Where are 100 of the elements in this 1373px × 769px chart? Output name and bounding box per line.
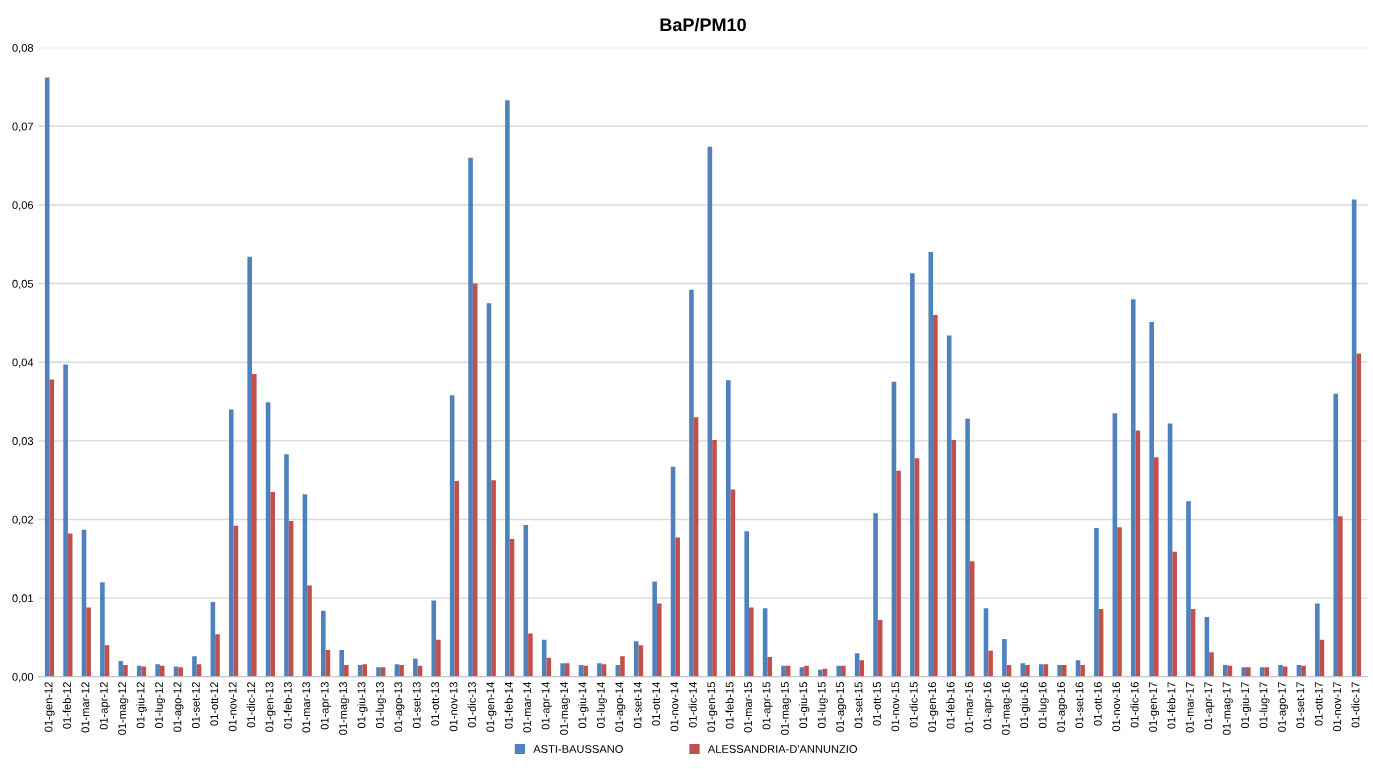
bar — [965, 418, 970, 677]
x-tick-label: 01-set-13 — [412, 682, 421, 729]
x-tick-label: 01-giu-15 — [799, 682, 810, 729]
x-tick-label: 01-lug-13 — [375, 682, 387, 729]
bar — [1094, 528, 1099, 677]
y-tick-label: 0,04 — [12, 358, 34, 368]
x-tick-label: 01-apr-13 — [320, 682, 331, 730]
x-tick-label: 01-feb-17 — [1167, 682, 1176, 729]
x-tick-label: 01-lug-16 — [1038, 682, 1049, 729]
bar — [1153, 457, 1159, 677]
x-tick-label: 01-dic-15 — [909, 682, 918, 728]
bar — [436, 639, 441, 677]
x-tick-label: 01-lug-17 — [1259, 682, 1270, 729]
x-tick-label: 01-nov-14 — [670, 681, 679, 732]
x-tick-label: 01-dic-14 — [688, 681, 697, 728]
x-tick-label: 01-apr-16 — [983, 682, 994, 730]
bar — [1186, 501, 1191, 677]
chart-title: BaP/PM10 — [660, 17, 746, 32]
x-tick-label: 01-set-16 — [1075, 682, 1084, 729]
bar — [1172, 551, 1177, 677]
x-tick-label: 01-ago-14 — [615, 681, 626, 732]
x-tick-label: 01-ott-12 — [210, 682, 219, 726]
x-tick-label: 01-dic-13 — [467, 682, 476, 728]
bar — [1209, 652, 1214, 677]
bar — [1356, 353, 1362, 677]
x-tick-label: 01-ott-16 — [1093, 682, 1102, 726]
x-tick-label: 01-nov-16 — [1112, 682, 1121, 732]
bar — [933, 315, 938, 677]
y-tick-label: 0,06 — [12, 201, 34, 211]
x-tick-label: 01-lug-14 — [596, 681, 607, 729]
x-tick-label: 01-mar-16 — [965, 682, 973, 733]
bar — [1333, 393, 1339, 677]
x-tick-label: 01-giu-17 — [1240, 682, 1252, 729]
x-tick-label: 01-mag-17 — [1222, 682, 1233, 735]
bar — [431, 600, 437, 677]
bar — [1278, 664, 1283, 677]
x-tick-label: 01-ago-12 — [173, 682, 184, 732]
x-tick-label: 01-apr-15 — [762, 682, 773, 730]
x-tick-label: 01-set-17 — [1296, 682, 1305, 729]
bar — [675, 537, 680, 677]
x-tick-label: 01-gen-16 — [928, 682, 939, 732]
bar — [781, 665, 786, 677]
x-tick-label: 01-dic-12 — [246, 682, 255, 728]
bar — [344, 664, 349, 677]
x-tick-label: 01-ago-13 — [394, 682, 405, 732]
x-tick-label: 01-apr-17 — [1204, 682, 1215, 730]
x-tick-label: 01-ott-17 — [1314, 682, 1323, 726]
bar — [339, 649, 345, 677]
x-tick-label: 01-mar-17 — [1185, 682, 1194, 733]
x-tick-label: 01-mar-14 — [523, 681, 532, 733]
bar — [744, 531, 749, 677]
x-tick-label: 01-ott-13 — [431, 682, 440, 726]
bar — [454, 480, 460, 677]
x-tick-label: 01-mar-15 — [744, 682, 752, 733]
x-tick-label: 01-apr-12 — [99, 682, 110, 730]
x-tick-label: 01-feb-13 — [283, 682, 292, 729]
bar — [1025, 664, 1030, 677]
bar — [1057, 664, 1062, 677]
bar — [583, 665, 588, 677]
legend-label: ASTI-BAUSSANO — [533, 745, 623, 753]
y-tick-label: 0,05 — [12, 279, 34, 290]
y-tick-label: 0,08 — [12, 43, 34, 54]
bar — [523, 524, 529, 677]
bar — [767, 657, 773, 677]
bar — [247, 256, 252, 677]
bar — [413, 658, 418, 677]
y-tick-label: 0,03 — [12, 437, 34, 447]
x-tick-label: 01-mag-15 — [780, 682, 791, 735]
x-tick-label: 01-set-14 — [633, 681, 642, 729]
bar — [468, 157, 473, 677]
bar — [284, 454, 289, 677]
bar — [597, 663, 602, 677]
bar — [491, 480, 496, 677]
bar — [818, 669, 823, 677]
x-tick-label: 01-mar-12 — [81, 682, 90, 733]
x-tick-label: 01-feb-12 — [62, 682, 71, 729]
bar — [63, 364, 68, 677]
x-tick-label: 01-mar-13 — [302, 682, 311, 733]
y-tick-label: 0,01 — [12, 594, 34, 604]
bar — [928, 252, 934, 677]
legend-label: ALESSANDRIA-D'ANNUNZIO — [707, 745, 857, 753]
y-tick-label: 0,07 — [12, 122, 34, 132]
bar — [749, 607, 754, 677]
bar — [1338, 516, 1343, 677]
bar — [656, 603, 662, 677]
bar — [376, 667, 381, 677]
x-tick-label: 01-ago-16 — [1057, 682, 1068, 732]
bar — [155, 664, 160, 677]
x-tick-label: 01-nov-12 — [228, 682, 237, 732]
x-tick-label: 01-giu-14 — [578, 681, 589, 729]
y-tick-label: 0,00 — [12, 672, 34, 683]
x-tick-label: 01-ago-17 — [1277, 682, 1289, 732]
bar — [505, 100, 510, 677]
bar — [136, 665, 142, 677]
bar — [362, 664, 368, 677]
bar — [1149, 322, 1154, 677]
bar — [1130, 299, 1136, 677]
x-tick-label: 01-nov-13 — [449, 682, 458, 732]
x-tick-label: 01-lug-15 — [817, 682, 828, 729]
x-tick-label: 01-gen-14 — [486, 681, 497, 732]
